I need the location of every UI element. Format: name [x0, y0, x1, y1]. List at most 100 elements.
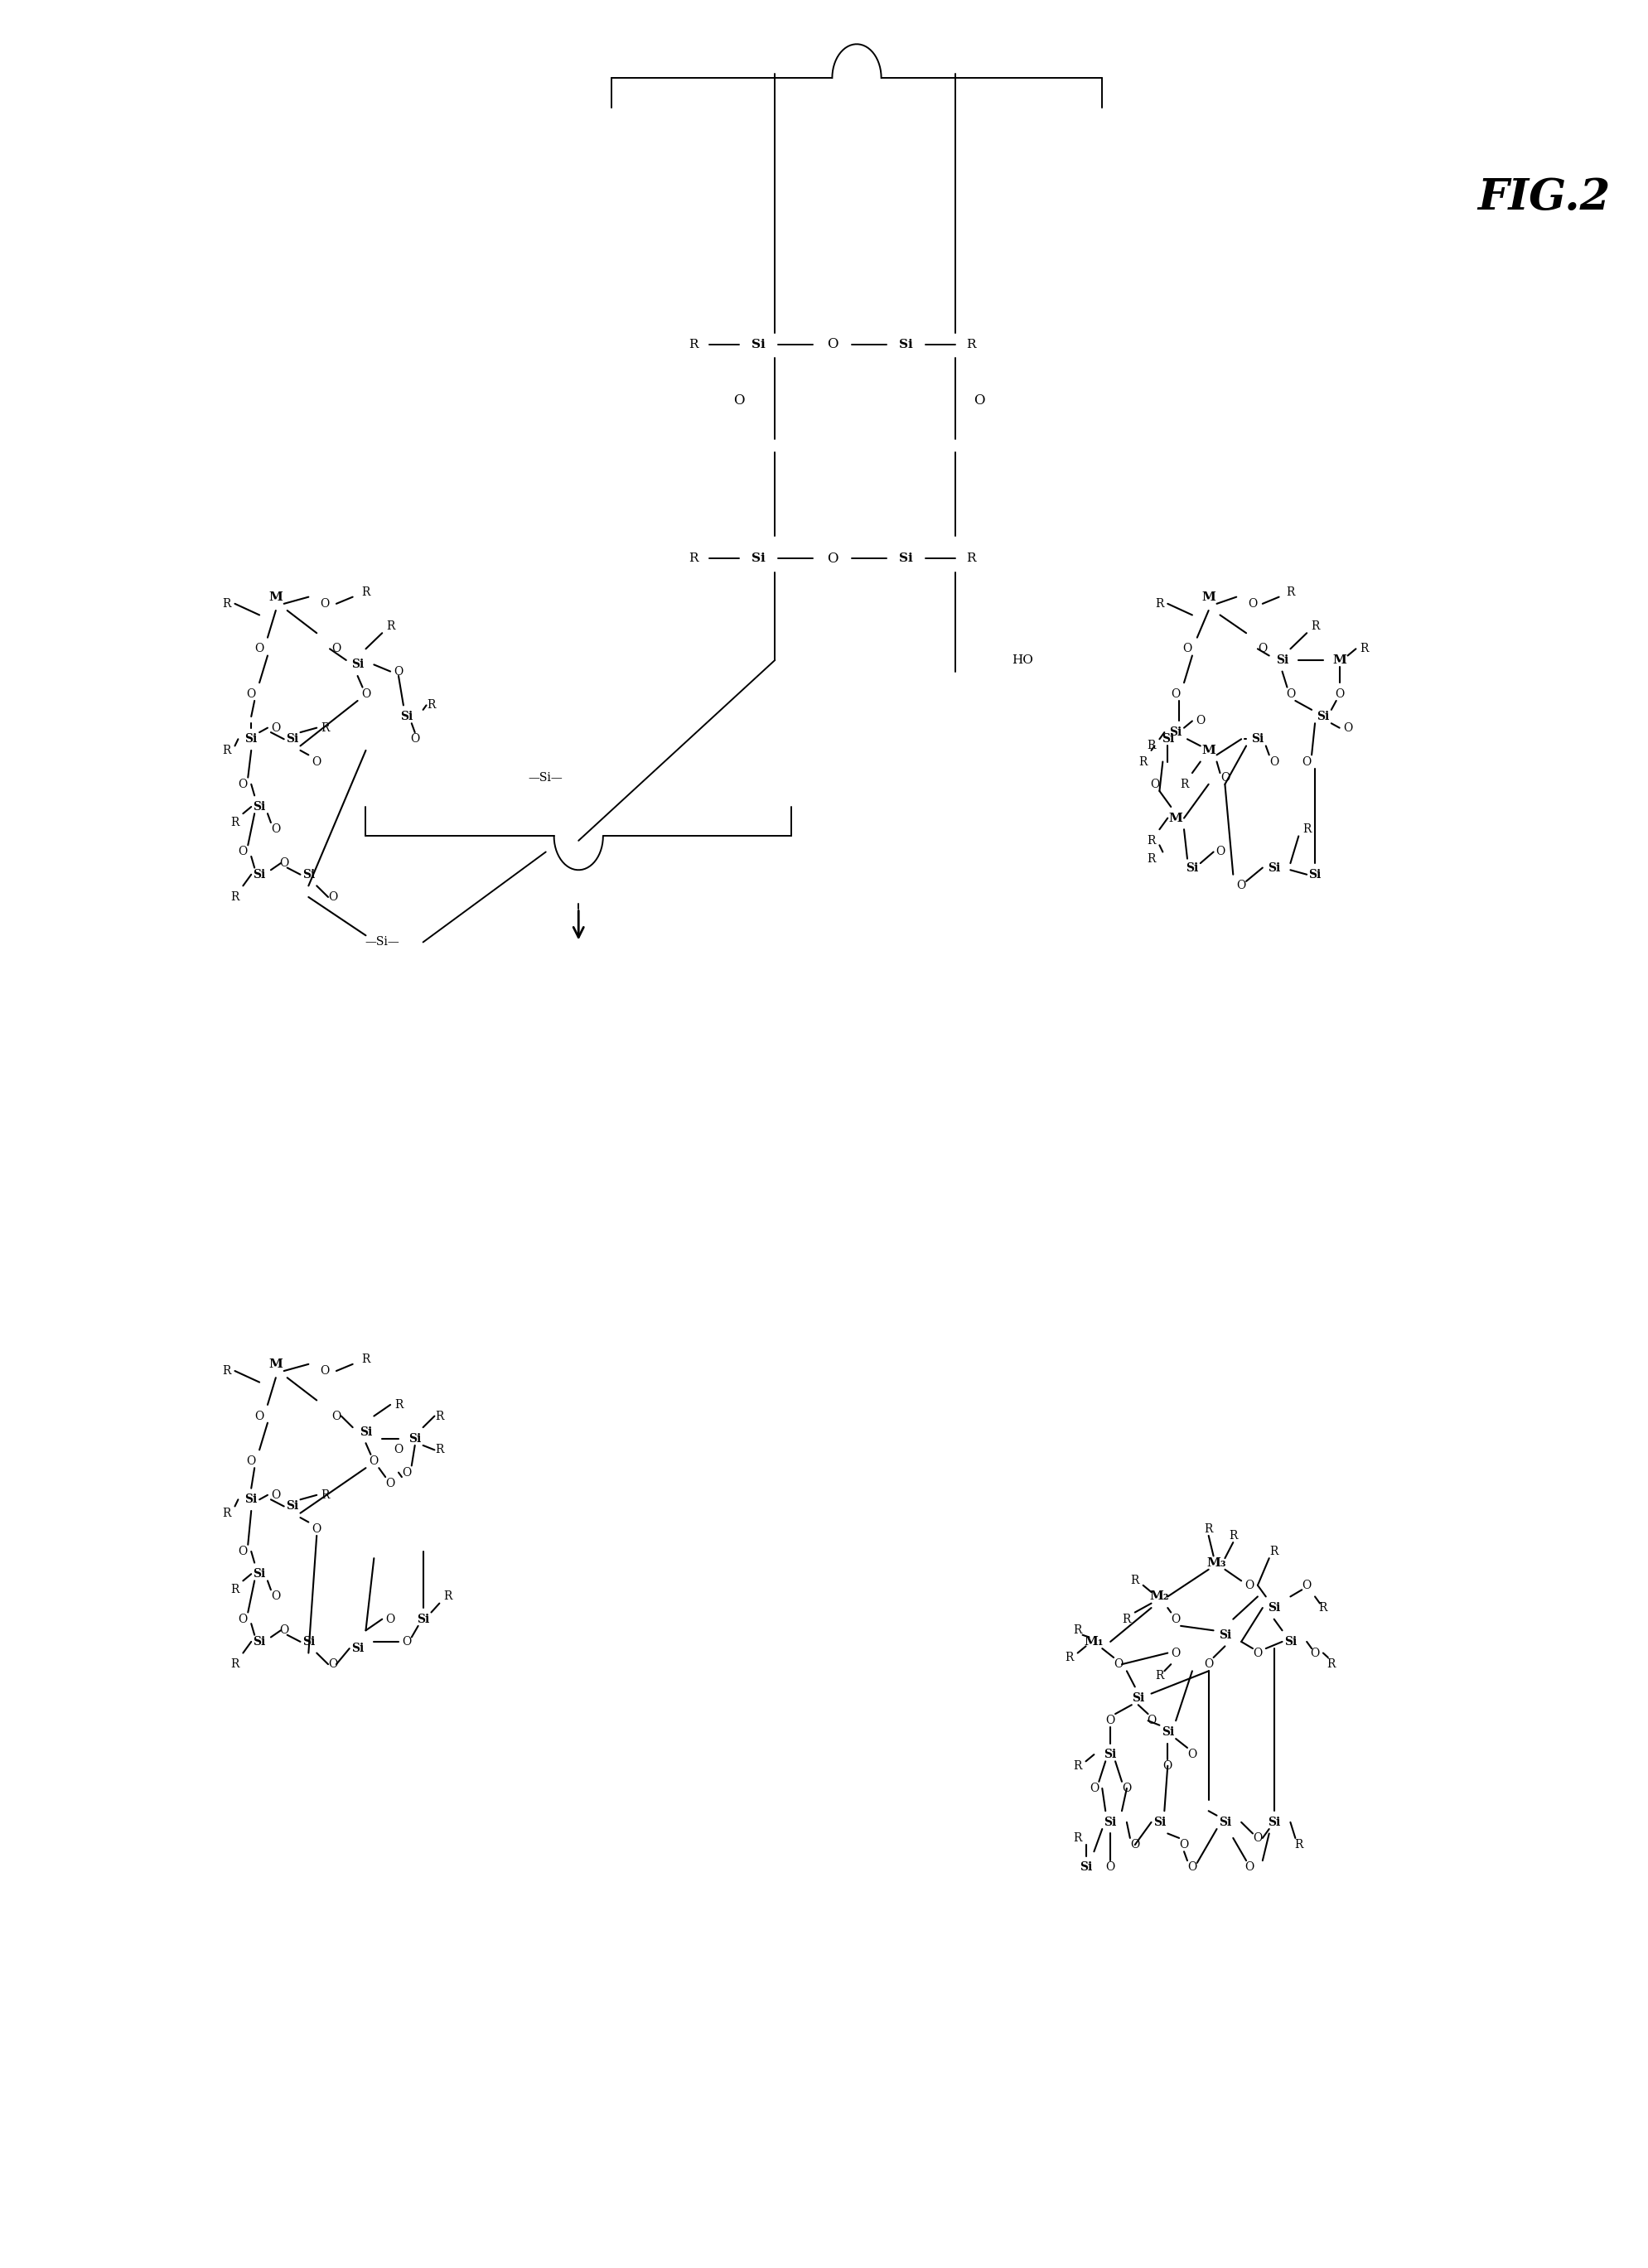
Text: Si: Si [751, 553, 765, 565]
Text: R: R [361, 587, 371, 599]
Text: O: O [1252, 1833, 1262, 1844]
Text: O: O [1163, 1760, 1172, 1771]
Text: Si: Si [1267, 862, 1280, 873]
Text: R: R [1302, 823, 1312, 835]
Text: Si: Si [898, 553, 913, 565]
Text: Si: Si [1104, 1817, 1117, 1828]
Text: Si: Si [246, 733, 257, 744]
Text: R: R [1073, 1760, 1083, 1771]
Text: Si: Si [417, 1613, 430, 1624]
Text: M: M [269, 592, 283, 603]
Text: R: R [1122, 1613, 1131, 1624]
Text: Si: Si [1154, 1817, 1165, 1828]
Text: O: O [1244, 1862, 1254, 1873]
Text: O: O [1131, 1839, 1140, 1851]
Text: Si: Si [1218, 1817, 1231, 1828]
Text: Si: Si [1104, 1749, 1117, 1760]
Text: O: O [1180, 1839, 1188, 1851]
Text: FIG.2: FIG.2 [1478, 177, 1610, 218]
Text: O: O [1302, 1579, 1312, 1592]
Text: Si: Si [1162, 1726, 1173, 1737]
Text: R: R [1155, 1669, 1163, 1681]
Text: R: R [1073, 1833, 1083, 1844]
Text: O: O [239, 778, 247, 789]
Text: R: R [386, 621, 394, 633]
Text: R: R [394, 1399, 402, 1411]
Text: R: R [443, 1590, 452, 1603]
Text: R: R [222, 1365, 231, 1377]
Text: Si: Si [254, 869, 265, 880]
Text: O: O [1172, 1613, 1180, 1624]
Text: R: R [1205, 1524, 1213, 1535]
Text: O: O [331, 644, 341, 655]
Text: Si: Si [302, 869, 315, 880]
Text: Si: Si [254, 801, 265, 812]
Text: Si: Si [1218, 1628, 1231, 1640]
Text: R: R [231, 891, 239, 903]
Text: O: O [1122, 1783, 1132, 1794]
Text: O: O [1335, 687, 1345, 701]
Text: R: R [1360, 644, 1368, 655]
Text: O: O [733, 395, 745, 408]
Text: O: O [410, 733, 420, 744]
Text: O: O [272, 721, 280, 733]
Text: O: O [1188, 1862, 1196, 1873]
Text: O: O [272, 1590, 280, 1603]
Text: R: R [966, 553, 976, 565]
Text: O: O [311, 1524, 321, 1535]
Text: O: O [279, 857, 288, 869]
Text: Si: Si [359, 1427, 372, 1438]
Text: Si: Si [351, 658, 364, 671]
Text: R: R [1073, 1624, 1083, 1635]
Text: HO: HO [1012, 655, 1033, 667]
Text: O: O [369, 1456, 379, 1467]
Text: R: R [321, 1490, 330, 1501]
Text: O: O [239, 846, 247, 857]
Text: Si: Si [1251, 733, 1264, 744]
Text: Si: Si [1187, 862, 1198, 873]
Text: R: R [222, 599, 231, 610]
Text: O: O [1269, 755, 1279, 767]
Text: R: R [1294, 1839, 1304, 1851]
Text: R: R [1318, 1601, 1327, 1613]
Text: O: O [272, 1490, 280, 1501]
Text: Si: Si [246, 1495, 257, 1506]
Text: R: R [966, 338, 976, 349]
Text: O: O [1302, 755, 1312, 767]
Text: R: R [435, 1445, 443, 1456]
Text: Si: Si [409, 1433, 422, 1445]
Text: M: M [1201, 744, 1216, 755]
Text: R: R [1139, 755, 1147, 767]
Text: R: R [1310, 621, 1320, 633]
Text: O: O [320, 1365, 330, 1377]
Text: O: O [402, 1467, 412, 1479]
Text: R: R [427, 699, 435, 712]
Text: O: O [1248, 599, 1257, 610]
Text: M: M [269, 1359, 283, 1370]
Text: O: O [1257, 644, 1267, 655]
Text: R: R [361, 1354, 371, 1365]
Text: R: R [1327, 1658, 1335, 1669]
Text: O: O [1205, 1658, 1213, 1669]
Text: O: O [1106, 1862, 1116, 1873]
Text: Si: Si [1162, 733, 1173, 744]
Text: O: O [402, 1635, 412, 1647]
Text: Si: Si [1267, 1601, 1280, 1613]
Text: O: O [1172, 1647, 1180, 1658]
Text: O: O [394, 665, 404, 678]
Text: O: O [1285, 687, 1295, 701]
Text: M: M [1333, 655, 1346, 667]
Text: O: O [328, 1658, 338, 1669]
Text: —Si—: —Si— [529, 771, 564, 782]
Text: Si: Si [351, 1642, 364, 1653]
Text: Si: Si [1276, 655, 1289, 667]
Text: Si: Si [285, 1501, 298, 1513]
Text: Si: Si [254, 1567, 265, 1581]
Text: O: O [311, 755, 321, 767]
Text: O: O [331, 1411, 341, 1422]
Text: O: O [827, 338, 837, 352]
Text: O: O [255, 644, 264, 655]
Text: Si: Si [1284, 1635, 1297, 1647]
Text: O: O [974, 395, 986, 408]
Text: O: O [394, 1445, 404, 1456]
